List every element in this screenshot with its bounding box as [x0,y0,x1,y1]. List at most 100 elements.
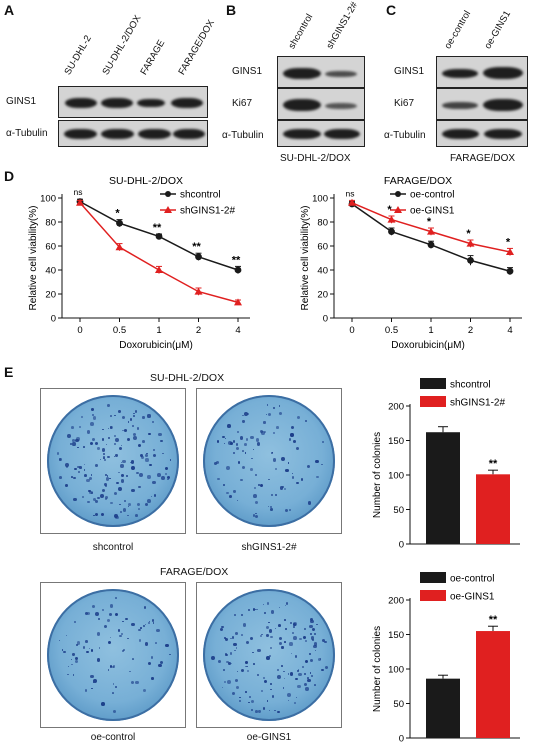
colony-dot [98,646,101,649]
colony-dot [108,641,112,645]
y-tick-label: 200 [388,596,404,607]
colony-dot [262,603,265,606]
legend-label: shcontrol [180,190,221,201]
legend-label: shGINS1-2# [180,206,235,217]
y-tick-label: 60 [317,242,328,253]
colony-dot [119,511,122,513]
blot-tubulin-a [58,120,208,147]
colony-dot [268,621,270,624]
colony-dot [138,485,141,489]
data-point [506,267,514,275]
colony-dot [307,501,312,505]
blot-gins1-b [277,56,365,88]
colony-dot [255,514,259,518]
y-tick-label: 0 [399,540,404,551]
colony-dot [71,663,73,666]
colony-dot [223,681,226,684]
colony-dot [241,668,245,673]
colony-dot [85,612,89,616]
significance-mark: * [387,204,392,216]
colony-dot [299,637,302,640]
colony-dot [150,656,154,659]
colony-dot [309,672,312,674]
colony-dot [152,421,154,423]
colony-dot [130,460,135,464]
colony-dot [75,438,79,443]
colony-dot [108,437,111,440]
colony-dot [226,491,229,495]
colony-dot [262,677,265,680]
colony-dot [87,430,91,434]
lane-label-a1: SU-DHL-2 [62,33,94,77]
colony-dot [314,684,316,686]
colony-dot [291,472,294,475]
colony-dot [115,454,118,457]
colony-dot [106,475,109,477]
colony-dot [263,679,267,683]
colony-dot [148,661,152,665]
colony-dot [246,665,248,668]
significance-mark: ** [489,614,498,626]
colony-dot [278,405,281,407]
colony-dot [72,439,75,442]
colony-dot [114,514,118,518]
colony-dot [262,707,266,710]
colony-dot [91,437,96,442]
colony-dot [140,455,144,459]
colony-dot [211,655,215,660]
colony-dot [111,692,114,695]
colony-dot [265,413,268,416]
colony-dot [139,473,143,478]
colony-dot [218,660,222,664]
colony-dot [130,461,132,464]
colony-dot [117,629,121,633]
data-point [155,266,163,273]
colony-dot [318,657,322,661]
colony-dot [65,483,69,487]
colony-dot [70,425,74,429]
data-point [427,227,435,235]
y-tick-label: 20 [317,290,328,301]
lane-label-a3: FARAGE [138,38,168,77]
colony-dot [284,641,286,643]
row-label-ki67-b: Ki67 [232,98,253,109]
colony-dot [285,469,289,473]
colony-dot [270,508,273,511]
colony-dish-shcontrol [47,395,179,527]
colony-dot [113,455,115,457]
x-tick-label: 2 [196,325,201,336]
colony-dot [294,701,297,704]
colony-dot [233,643,237,647]
colony-dot [321,638,325,642]
bar-0 [426,678,460,738]
colony-dot [75,656,79,661]
colony-dot [73,497,77,502]
colony-dot [94,512,99,516]
series-line-1 [79,202,239,304]
colony-dot [112,709,117,714]
colony-dot [231,636,234,639]
colony-dot [73,467,77,471]
data-point [387,215,396,223]
colony-dot [269,646,273,649]
colony-dot [107,427,110,430]
colony-dot [305,419,308,422]
colony-dot [90,422,94,426]
caption-c: FARAGE/DOX [450,153,516,164]
colony-dot [153,494,157,497]
colony-dot [86,611,91,615]
colony-dot [139,453,144,457]
colony-dot [133,433,137,437]
row-label-tubulin-c: α-Tubulin [384,130,426,141]
colony-dot [244,665,247,668]
colony-dot [86,650,90,654]
legend-swatch [420,378,446,389]
colony-dot [93,497,97,501]
colony-dot [148,432,151,436]
colony-dot [307,678,311,682]
data-point [195,253,202,261]
colony-dot [250,435,254,439]
colony-dot [234,613,236,616]
colony-dot [142,688,146,692]
colony-dot [158,663,162,668]
